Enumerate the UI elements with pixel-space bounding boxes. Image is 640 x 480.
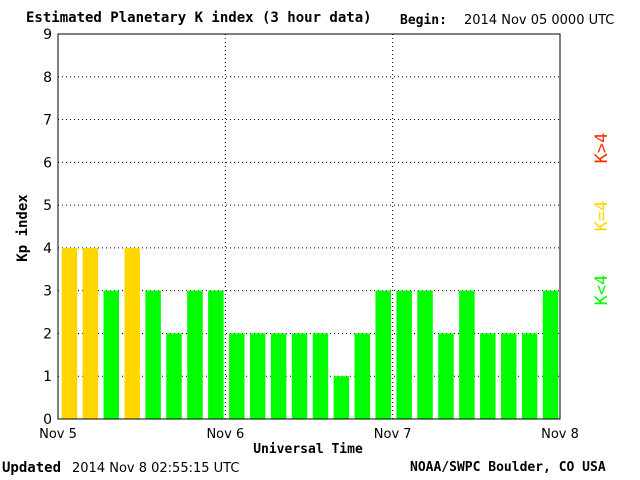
x-tick-label: Nov 6 [206,427,244,442]
kp-bar [291,333,308,419]
kp-bar [480,333,496,419]
chart-title: Estimated Planetary K index (3 hour data… [26,10,372,26]
kp-bar [249,333,266,419]
y-axis-label: Kp index [15,194,31,262]
y-tick-label: 5 [43,198,52,214]
kp-bar [82,247,99,419]
x-tick-labels: Nov 5 Nov 6 Nov 7 Nov 8 [39,427,579,442]
kp-bar [270,333,287,419]
plot-frame [57,33,561,420]
y-tick-label: 4 [43,241,52,257]
kp-bar [61,247,78,419]
x-axis-label: Universal Time [253,442,363,457]
x-tick-label: Nov 5 [39,427,77,442]
y-tick-label: 6 [43,155,52,171]
updated-value: 2014 Nov 8 02:55:15 UTC [72,461,240,476]
y-tick-label: 9 [43,27,52,43]
y-tick-label: 7 [43,113,52,129]
kp-bar [521,333,538,419]
kp-bar [459,290,475,419]
bar-group [61,247,559,419]
grid-lines [58,34,560,419]
kp-bar [375,290,391,419]
kp-bar [438,333,454,419]
updated-label: Updated [2,460,62,476]
kp-bar [542,290,559,419]
kp-bar [396,290,412,419]
legend-above: K>4 [592,133,612,164]
y-tick-label: 2 [43,326,52,342]
y-tick-label: 8 [43,70,52,86]
legend-equal: K=4 [592,201,612,232]
kp-bar [500,333,517,419]
credit-text: NOAA/SWPC Boulder, CO USA [410,460,606,475]
kp-bar [354,333,371,419]
x-tick-label: Nov 8 [541,427,579,442]
y-tick-labels: 0 1 2 3 4 5 6 7 8 9 [43,27,52,428]
kp-bar [103,290,120,419]
legend-below: K<4 [592,275,612,306]
kp-bar [312,333,329,419]
kp-bar [145,290,161,419]
x-tick-label: Nov 7 [374,427,412,442]
kp-bar [208,290,224,419]
y-tick-label: 1 [43,369,52,385]
begin-value: 2014 Nov 05 0000 UTC [464,13,615,28]
y-tick-label: 0 [43,412,52,428]
kp-bar [333,376,350,419]
kp-bar [124,247,140,419]
kp-bar [187,290,203,419]
kp-bar [229,333,245,419]
kp-bar [166,333,182,419]
kp-bar [417,290,433,419]
begin-label: Begin: [400,13,447,28]
y-tick-label: 3 [43,284,52,300]
